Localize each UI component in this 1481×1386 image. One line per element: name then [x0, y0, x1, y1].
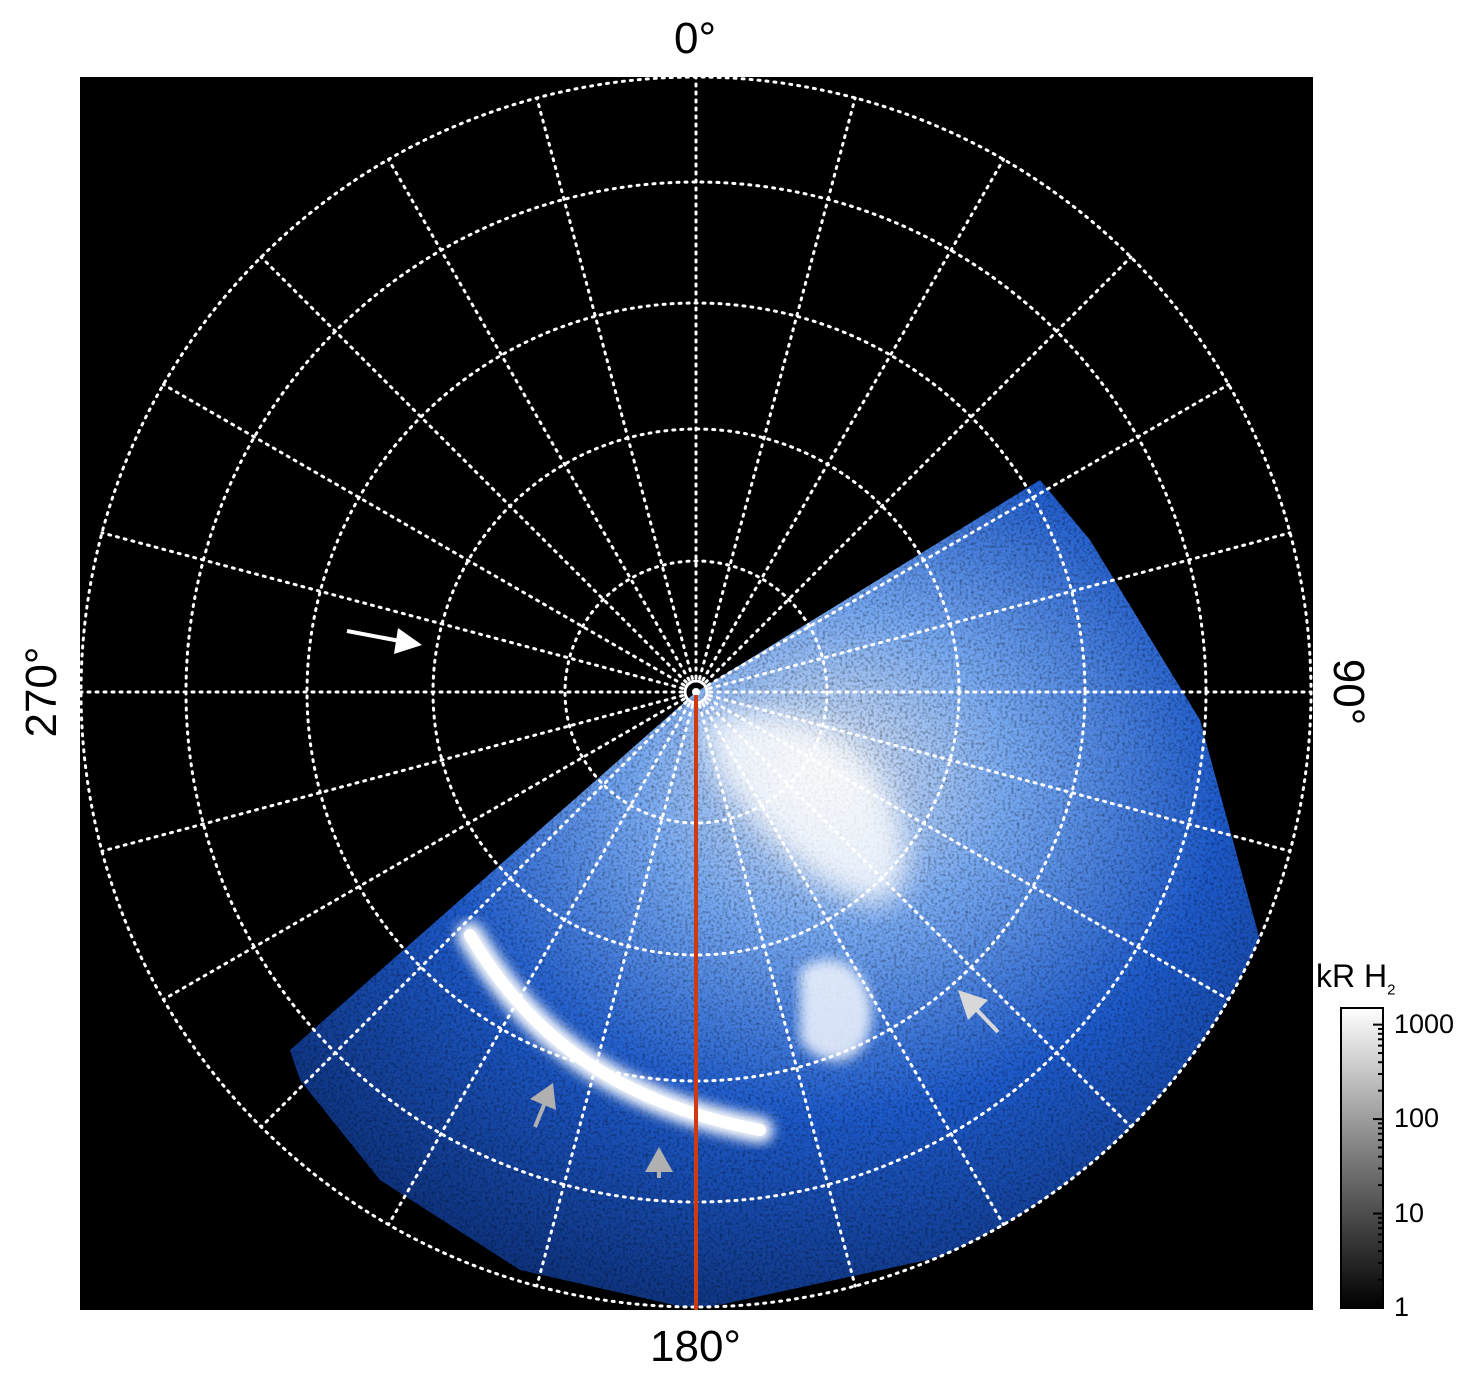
colorbar-tick-label: 10: [1394, 1197, 1425, 1228]
polar-emission: [700, 712, 907, 904]
arrow-icon: [530, 1083, 556, 1128]
aurora-texture: [290, 480, 1260, 1307]
arrow-icon: [346, 628, 422, 654]
bright-patch: [800, 959, 872, 1062]
colorbar-tick-label: 100: [1394, 1103, 1440, 1134]
label-0-deg: 0°: [674, 14, 717, 63]
colorbar-tick-label: 1: [1394, 1292, 1410, 1322]
pole-dot: [692, 688, 700, 696]
arrow-icon: [958, 990, 1000, 1034]
label-270-deg: 270°: [17, 646, 66, 738]
colorbar-title: kR H2: [1316, 958, 1396, 999]
colorbar: [1340, 1007, 1384, 1309]
auroral-arc-core: [464, 929, 766, 1136]
label-90-deg: 90°: [1324, 658, 1373, 726]
colorbar-ticks: [1373, 1023, 1383, 1309]
label-180-deg: 180°: [650, 1322, 742, 1371]
colorbar-tick-label: 1000: [1394, 1008, 1455, 1039]
arrow-icon: [645, 1147, 673, 1178]
